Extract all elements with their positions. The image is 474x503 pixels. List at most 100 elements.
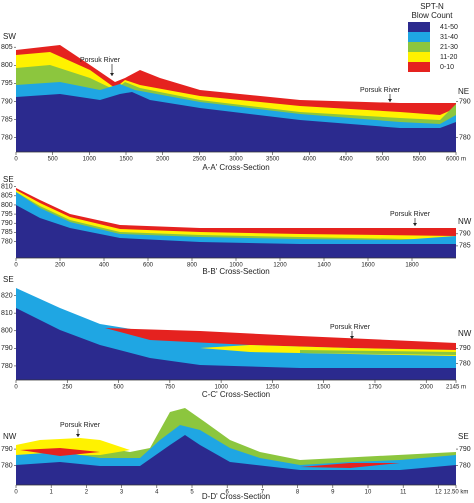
x-tick-label: 4500	[339, 157, 353, 163]
section-title: D-D' Cross-Section	[202, 492, 270, 501]
y-tick-label: 805	[1, 193, 13, 200]
river-arrowhead	[413, 223, 417, 226]
river-arrowhead	[388, 99, 392, 102]
x-tick-label: 1250	[266, 385, 280, 391]
x-tick-label: 3	[120, 490, 124, 496]
section-title: B-B' Cross-Section	[202, 267, 269, 276]
y-tick-label: 785	[1, 229, 13, 236]
legend-swatch	[408, 62, 430, 72]
x-tick-label: 1600	[361, 263, 375, 269]
y-tick-label: 800	[1, 62, 13, 69]
river-arrowhead	[110, 73, 114, 76]
soil-layer	[16, 435, 456, 485]
river-label: Porsuk River	[360, 87, 401, 94]
y2-tick-label: 780	[459, 360, 471, 367]
x-tick-label: 2000	[420, 385, 434, 391]
x-tick-label: 500	[114, 385, 125, 391]
y-tick-label: 785	[1, 116, 13, 123]
legend-label: 41-50	[440, 24, 458, 31]
end-label: NW	[458, 217, 472, 226]
end-label: NW	[458, 329, 472, 338]
x-tick-label: 1000	[214, 385, 228, 391]
y-tick-label: 810	[1, 310, 13, 317]
y2-tick-label: 790	[459, 231, 471, 238]
end-label: SE	[3, 175, 14, 184]
x-tick-label: 600	[143, 263, 154, 269]
x-tick-label: 10	[365, 490, 372, 496]
x-tick-label: 12	[435, 490, 442, 496]
x-tick-label: 0	[14, 385, 18, 391]
soil-layer	[16, 308, 456, 380]
x-tick-label: 9	[331, 490, 335, 496]
x-tick-label: 1750	[368, 385, 382, 391]
y-tick-label: 780	[1, 134, 13, 141]
y-tick-label: 795	[1, 211, 13, 218]
legend-title: Blow Count	[412, 11, 454, 20]
end-label: SW	[3, 32, 16, 41]
x-tick-label: 1000	[83, 157, 97, 163]
y-tick-label: 790	[1, 98, 13, 105]
section-title: C-C' Cross-Section	[202, 390, 270, 399]
y2-tick-label: 780	[459, 134, 471, 141]
y-tick-label: 800	[1, 202, 13, 209]
y-tick-label: 820	[1, 292, 13, 299]
legend-label: 21-30	[440, 44, 458, 51]
x-tick-label: 1800	[405, 263, 419, 269]
legend-title: SPT-N	[420, 2, 444, 11]
y-tick-label: 780	[1, 238, 13, 245]
x-tick-label: 800	[187, 263, 198, 269]
section-title: A-A' Cross-Section	[202, 163, 269, 172]
river-arrowhead	[76, 434, 80, 437]
soil-layer	[16, 92, 456, 152]
x-tick-label: 5500	[413, 157, 427, 163]
legend-label: 0-10	[440, 64, 454, 71]
x-tick-label: 3500	[266, 157, 280, 163]
x-tick-label: 7	[261, 490, 265, 496]
x-tick-label: 6000 m	[446, 157, 466, 163]
x-tick-label: 1000	[229, 263, 243, 269]
legend-label: 11-20	[440, 54, 457, 61]
y-tick-label: 800	[1, 328, 13, 335]
end-label: SE	[3, 275, 14, 284]
soil-layer	[300, 463, 400, 468]
x-tick-label: 400	[99, 263, 110, 269]
x-tick-label: 2000	[156, 157, 170, 163]
end-label: NW	[3, 432, 17, 441]
river-label: Porsuk River	[60, 422, 101, 429]
soil-layer	[300, 350, 456, 355]
x-tick-label: 5000	[376, 157, 390, 163]
x-tick-label: 12.50 km	[444, 490, 469, 496]
x-tick-label: 6	[226, 490, 230, 496]
y-tick-label: 780	[1, 363, 13, 370]
y2-tick-label: 785	[459, 243, 471, 250]
x-tick-label: 0	[14, 263, 18, 269]
x-tick-label: 3000	[229, 157, 243, 163]
y-tick-label: 780	[1, 462, 13, 469]
x-tick-label: 5	[190, 490, 194, 496]
legend-swatch	[408, 32, 430, 42]
x-tick-label: 11	[400, 490, 407, 496]
x-tick-label: 250	[62, 385, 73, 391]
river-label: Porsuk River	[390, 211, 431, 218]
y-tick-label: 805	[1, 44, 13, 51]
x-tick-label: 2	[85, 490, 89, 496]
x-tick-label: 2500	[193, 157, 207, 163]
x-tick-label: 0	[14, 157, 18, 163]
y2-tick-label: 790	[459, 446, 471, 453]
y-tick-label: 810	[1, 184, 13, 191]
x-tick-label: 0	[14, 490, 18, 496]
x-tick-label: 4000	[303, 157, 317, 163]
x-tick-label: 1400	[317, 263, 331, 269]
y2-tick-label: 790	[459, 98, 471, 105]
soil-layer	[20, 448, 100, 456]
x-tick-label: 1500	[119, 157, 133, 163]
y-tick-label: 790	[1, 446, 13, 453]
x-tick-label: 1200	[273, 263, 287, 269]
y2-tick-label: 780	[459, 462, 471, 469]
y-tick-label: 790	[1, 220, 13, 227]
x-tick-label: 1500	[317, 385, 331, 391]
end-label: SE	[458, 432, 469, 441]
y-tick-label: 795	[1, 80, 13, 87]
x-tick-label: 8	[296, 490, 300, 496]
